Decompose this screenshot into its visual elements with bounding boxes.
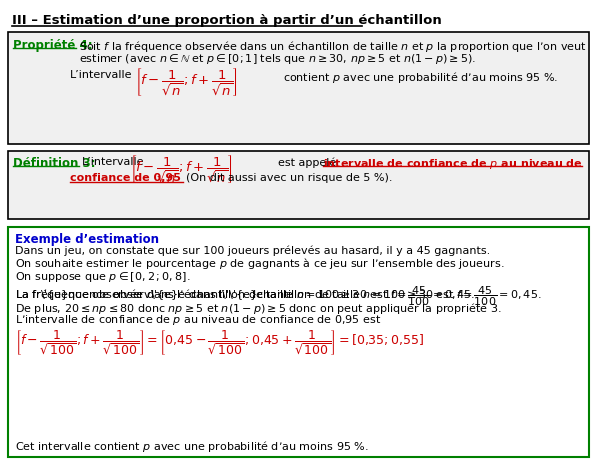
- Text: Dans un jeu, on constate que sur 100 joueurs prélevés au hasard, il y a 45 gagna: Dans un jeu, on constate que sur 100 jou…: [15, 245, 490, 256]
- Text: Soit $f$ la fréquence observée dans un échantillon de taille $n$ et $p$ la propo: Soit $f$ la fréquence observée dans un é…: [79, 39, 587, 54]
- Text: Cet intervalle contient $p$ avec une probabilité d’au moins 95 %.: Cet intervalle contient $p$ avec une pro…: [15, 439, 369, 454]
- Text: On suppose que $p \in [0,2\,;0,8]$.: On suppose que $p \in [0,2\,;0,8]$.: [15, 270, 190, 284]
- FancyBboxPatch shape: [8, 227, 589, 457]
- FancyBboxPatch shape: [8, 151, 589, 219]
- Text: est appelé: est appelé: [278, 157, 336, 167]
- Text: L’intervalle: L’intervalle: [82, 157, 144, 167]
- Text: Définition 3:: Définition 3:: [13, 157, 96, 170]
- Text: intervalle de confiance de $p$ au niveau de: intervalle de confiance de $p$ au niveau…: [323, 157, 583, 171]
- Text: De plus, $20 \leq np \leq 80$ donc $np \geq 5$ et $n(1-p) \geq 5$ donc on peut a: De plus, $20 \leq np \leq 80$ donc $np \…: [15, 301, 501, 316]
- Text: III – Estimation d’une proportion à partir d’un échantillon: III – Estimation d’une proportion à part…: [12, 14, 442, 27]
- FancyBboxPatch shape: [8, 32, 589, 144]
- Text: estimer (avec $n \in \mathbb{N}$ et $p \in [0;1]$ tels que $n \geq 30$, $np \geq: estimer (avec $n \in \mathbb{N}$ et $p \…: [79, 52, 476, 66]
- Text: Exemple d’estimation: Exemple d’estimation: [15, 233, 159, 246]
- Text: confiance de 0,95: confiance de 0,95: [70, 173, 181, 183]
- Text: contient $p$ avec une probabilité d’au moins 95 %.: contient $p$ avec une probabilité d’au m…: [283, 70, 558, 85]
- Text: On souhaite estimer le pourcentage $p$ de gagnants à ce jeu sur l’ensemble des j: On souhaite estimer le pourcentage $p$ d…: [15, 256, 504, 271]
- Text: $\left[ f - \dfrac{1}{\sqrt{n}} ; f + \dfrac{1}{\sqrt{n}} \right]$: $\left[ f - \dfrac{1}{\sqrt{n}} ; f + \d…: [135, 67, 238, 98]
- Text: L’intervalle de confiance de $p$ au niveau de confiance de 0,95 est: L’intervalle de confiance de $p$ au nive…: [15, 313, 381, 327]
- Text: La fr\'{e}quence observ\'{e}e dans l\'\'{e}chantillon de taille $n = 100 \geq 30: La fr\'{e}quence observ\'{e}e dans l\'\'…: [15, 285, 541, 309]
- Text: $\left[ f - \dfrac{1}{\sqrt{n}} ; f + \dfrac{1}{\sqrt{n}} \right]$: $\left[ f - \dfrac{1}{\sqrt{n}} ; f + \d…: [130, 154, 233, 185]
- Text: (On dit aussi avec un risque de 5 %).: (On dit aussi avec un risque de 5 %).: [186, 173, 392, 183]
- Text: $\left[ f - \dfrac{1}{\sqrt{100}} ; f + \dfrac{1}{\sqrt{100}} \right]= \left[ 0{: $\left[ f - \dfrac{1}{\sqrt{100}} ; f + …: [15, 329, 424, 358]
- Text: Propriété 4:: Propriété 4:: [13, 39, 93, 52]
- Text: L’intervalle: L’intervalle: [70, 70, 133, 80]
- Text: La fréquence observée dans l’échantillon de taille $n = 100 \geq 30$ est $f = \d: La fréquence observée dans l’échantillon…: [15, 285, 475, 309]
